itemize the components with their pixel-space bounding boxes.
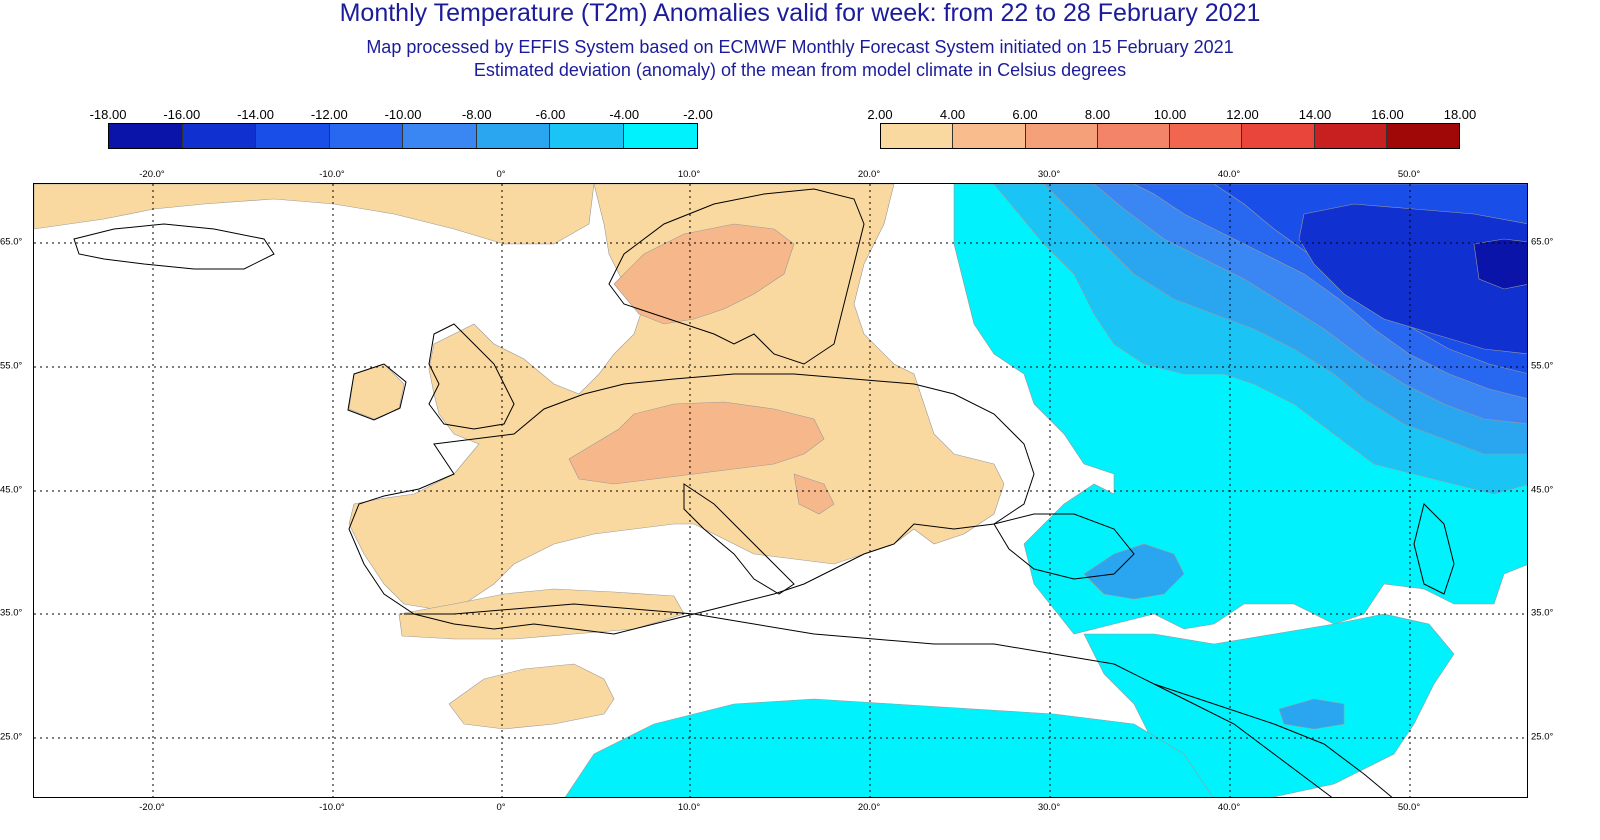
warm-zone-ireland xyxy=(348,363,405,420)
lat-label-right: 55.0° xyxy=(1531,360,1554,372)
lon-label-bottom: -10.0° xyxy=(319,802,345,813)
lat-label-right: 65.0° xyxy=(1531,236,1554,248)
legend-positive-swatch xyxy=(1170,124,1243,148)
legend-positive-label: 4.00 xyxy=(939,107,966,122)
coastline-arabia xyxy=(1153,683,1393,797)
legend-negative-swatch xyxy=(403,124,477,148)
legend-positive-label: 12.00 xyxy=(1226,107,1259,122)
legend-positive-label: 16.00 xyxy=(1371,107,1404,122)
cold-zone-arabia-core xyxy=(1278,698,1345,730)
lon-label-top: 20.0° xyxy=(857,169,881,180)
warm-zone-balkans xyxy=(793,473,835,515)
legend-negative-labels: -18.00 -16.00 -14.00 -12.00 -10.00 -8.00… xyxy=(90,107,713,123)
legend-negative-label: -18.00 xyxy=(89,107,127,122)
coastline-italy xyxy=(683,483,795,595)
legend-negative-label: -14.00 xyxy=(237,107,274,122)
lon-label-top: 0° xyxy=(496,169,506,180)
lon-label-bottom: 0° xyxy=(496,802,506,813)
lon-label-bottom: 40.0° xyxy=(1217,802,1241,813)
graticule-layer xyxy=(34,184,1527,797)
lon-label-top: 10.0° xyxy=(677,169,701,180)
legend-positive-labels: 2.00 4.00 6.00 8.00 10.00 12.00 14.00 16… xyxy=(867,107,1476,123)
legend-negative-swatch xyxy=(476,124,550,148)
coastline-scandinavia xyxy=(608,188,865,365)
map-subtitle-processing: Map processed by EFFIS System based on E… xyxy=(366,37,1234,57)
lon-label-top: 50.0° xyxy=(1397,169,1421,180)
anomaly-map-canvas xyxy=(34,184,1527,797)
lat-label-left: 25.0° xyxy=(0,731,23,743)
warm-zone-sahara xyxy=(448,663,615,730)
legend-negative-label: -2.00 xyxy=(683,107,713,122)
coastline-ireland xyxy=(347,363,407,421)
lat-label-left: 55.0° xyxy=(0,360,23,372)
warm-anomaly-layer xyxy=(34,184,1005,730)
legend-negative-label: -6.00 xyxy=(535,107,566,122)
lon-label-top: -20.0° xyxy=(139,169,165,180)
legend-negative-swatch xyxy=(256,124,330,148)
lat-label-right: 25.0° xyxy=(1531,731,1554,743)
legend-positive-swatch xyxy=(1242,124,1315,148)
legend-negative-swatch xyxy=(550,124,624,148)
legend-negative-swatch xyxy=(623,124,697,148)
coastline-black-sea xyxy=(993,513,1135,580)
legend-negative-label: -16.00 xyxy=(163,107,201,122)
coastline-iceland xyxy=(73,223,275,270)
lon-label-bottom: 20.0° xyxy=(857,802,881,813)
legend-positive-label: 14.00 xyxy=(1298,107,1332,122)
cold-zone-14-16 xyxy=(1298,203,1527,355)
legend-positive-label: 18.00 xyxy=(1443,107,1477,122)
legend-positive-label: 10.00 xyxy=(1153,107,1187,122)
legend-negative-label: -10.00 xyxy=(384,107,422,122)
warm-zone-central-europe xyxy=(568,401,825,485)
lon-label-top: -10.0° xyxy=(319,169,345,180)
legend-negative: -18.00 -16.00 -14.00 -12.00 -10.00 -8.00… xyxy=(90,107,713,149)
lon-label-bottom: 50.0° xyxy=(1397,802,1421,813)
lon-label-top: 40.0° xyxy=(1217,169,1241,180)
coastline-caspian xyxy=(1413,503,1455,595)
lat-label-left: 65.0° xyxy=(0,236,23,248)
legend-positive-label: 2.00 xyxy=(867,107,893,122)
legend-positive-swatch xyxy=(1025,124,1098,148)
legend-positive-colorbar xyxy=(880,123,1460,149)
cold-anomaly-layer xyxy=(564,184,1527,797)
cold-zone-16-18 xyxy=(1473,238,1527,290)
map-subtitle-units: Estimated deviation (anomaly) of the mea… xyxy=(473,60,1127,80)
lon-label-top: 30.0° xyxy=(1037,169,1061,180)
lat-label-left: 45.0° xyxy=(0,484,23,496)
lat-label-left: 35.0° xyxy=(0,607,23,619)
legend-negative-label: -8.00 xyxy=(461,107,492,122)
coastlines-layer xyxy=(73,188,1455,797)
legend-positive-label: 8.00 xyxy=(1084,107,1111,122)
legend-positive-swatch xyxy=(1097,124,1170,148)
lon-label-bottom: -20.0° xyxy=(139,802,165,813)
legend-positive-swatch xyxy=(953,124,1026,148)
legend-negative-label: -4.00 xyxy=(609,107,640,122)
lat-label-right: 35.0° xyxy=(1531,607,1554,619)
legend-positive: 2.00 4.00 6.00 8.00 10.00 12.00 14.00 16… xyxy=(867,107,1476,149)
legend-negative-swatch xyxy=(182,124,256,148)
legend-positive-swatch xyxy=(1314,124,1387,148)
legend-positive-label: 6.00 xyxy=(1012,107,1038,122)
legend-negative-swatch xyxy=(109,124,183,148)
map-title: Monthly Temperature (T2m) Anomalies vali… xyxy=(339,0,1261,27)
warm-zone-europe xyxy=(348,184,1005,610)
lon-label-bottom: 10.0° xyxy=(677,802,701,813)
coastline-great-britain xyxy=(428,323,515,430)
warm-zone-north-atlantic xyxy=(34,184,595,245)
cold-zone-black-sea-core xyxy=(1083,543,1185,600)
lat-label-right: 45.0° xyxy=(1531,484,1554,496)
lon-label-bottom: 30.0° xyxy=(1037,802,1061,813)
anomaly-map xyxy=(33,183,1528,798)
legend-negative-colorbar xyxy=(108,123,698,149)
legend-positive-swatch xyxy=(1386,124,1459,148)
coastline-north-africa xyxy=(404,603,1333,797)
legend-negative-label: -12.00 xyxy=(310,107,348,122)
warm-anomaly-strong-layer xyxy=(568,223,835,515)
coastline-western-europe xyxy=(348,373,1035,635)
warm-zone-norway xyxy=(613,223,795,325)
cold-zone-saharan-africa xyxy=(564,698,1214,797)
legend-positive-swatch xyxy=(881,124,954,148)
legend-negative-swatch xyxy=(329,124,403,148)
